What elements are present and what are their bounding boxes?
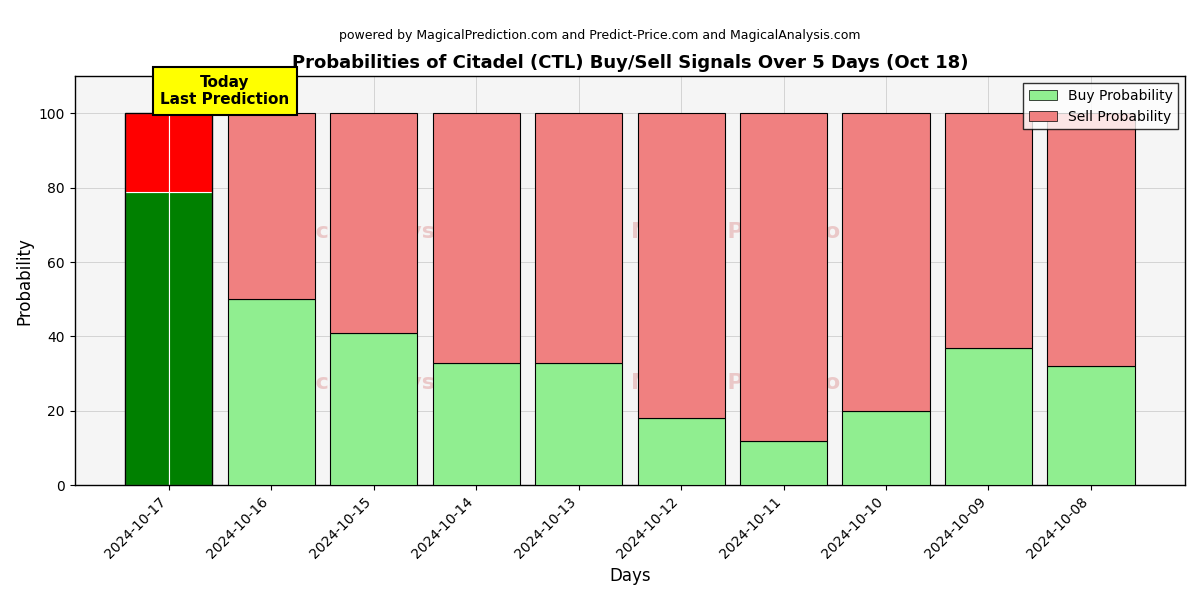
Bar [637, 113, 725, 418]
Bar [944, 113, 1032, 347]
Text: Today
Last Prediction: Today Last Prediction [161, 75, 289, 107]
Bar [125, 113, 169, 191]
Bar [740, 113, 827, 440]
Bar [125, 113, 212, 485]
Bar [228, 113, 314, 299]
Bar [637, 418, 725, 485]
Y-axis label: Probability: Probability [16, 237, 34, 325]
Bar [1048, 113, 1134, 366]
Bar [1048, 366, 1134, 485]
Bar [330, 333, 418, 485]
Bar [432, 362, 520, 485]
Text: MagicalPrediction.com: MagicalPrediction.com [631, 221, 917, 242]
Bar [740, 440, 827, 485]
Bar [944, 347, 1032, 485]
Bar [535, 362, 622, 485]
Bar [228, 299, 314, 485]
Bar [842, 113, 930, 411]
Text: MagicalPrediction.com: MagicalPrediction.com [631, 373, 917, 393]
Bar [330, 113, 418, 333]
Bar [842, 411, 930, 485]
Bar [169, 191, 212, 485]
Bar [125, 191, 169, 485]
Text: MagicalAnalysis.com: MagicalAnalysis.com [254, 373, 516, 393]
Legend: Buy Probability, Sell Probability: Buy Probability, Sell Probability [1024, 83, 1178, 130]
Bar [535, 113, 622, 362]
Bar [432, 113, 520, 362]
Bar [169, 113, 212, 191]
Text: MagicalAnalysis.com: MagicalAnalysis.com [254, 221, 516, 242]
X-axis label: Days: Days [610, 567, 650, 585]
Title: Probabilities of Citadel (CTL) Buy/Sell Signals Over 5 Days (Oct 18): Probabilities of Citadel (CTL) Buy/Sell … [292, 54, 968, 72]
Text: powered by MagicalPrediction.com and Predict-Price.com and MagicalAnalysis.com: powered by MagicalPrediction.com and Pre… [340, 29, 860, 42]
